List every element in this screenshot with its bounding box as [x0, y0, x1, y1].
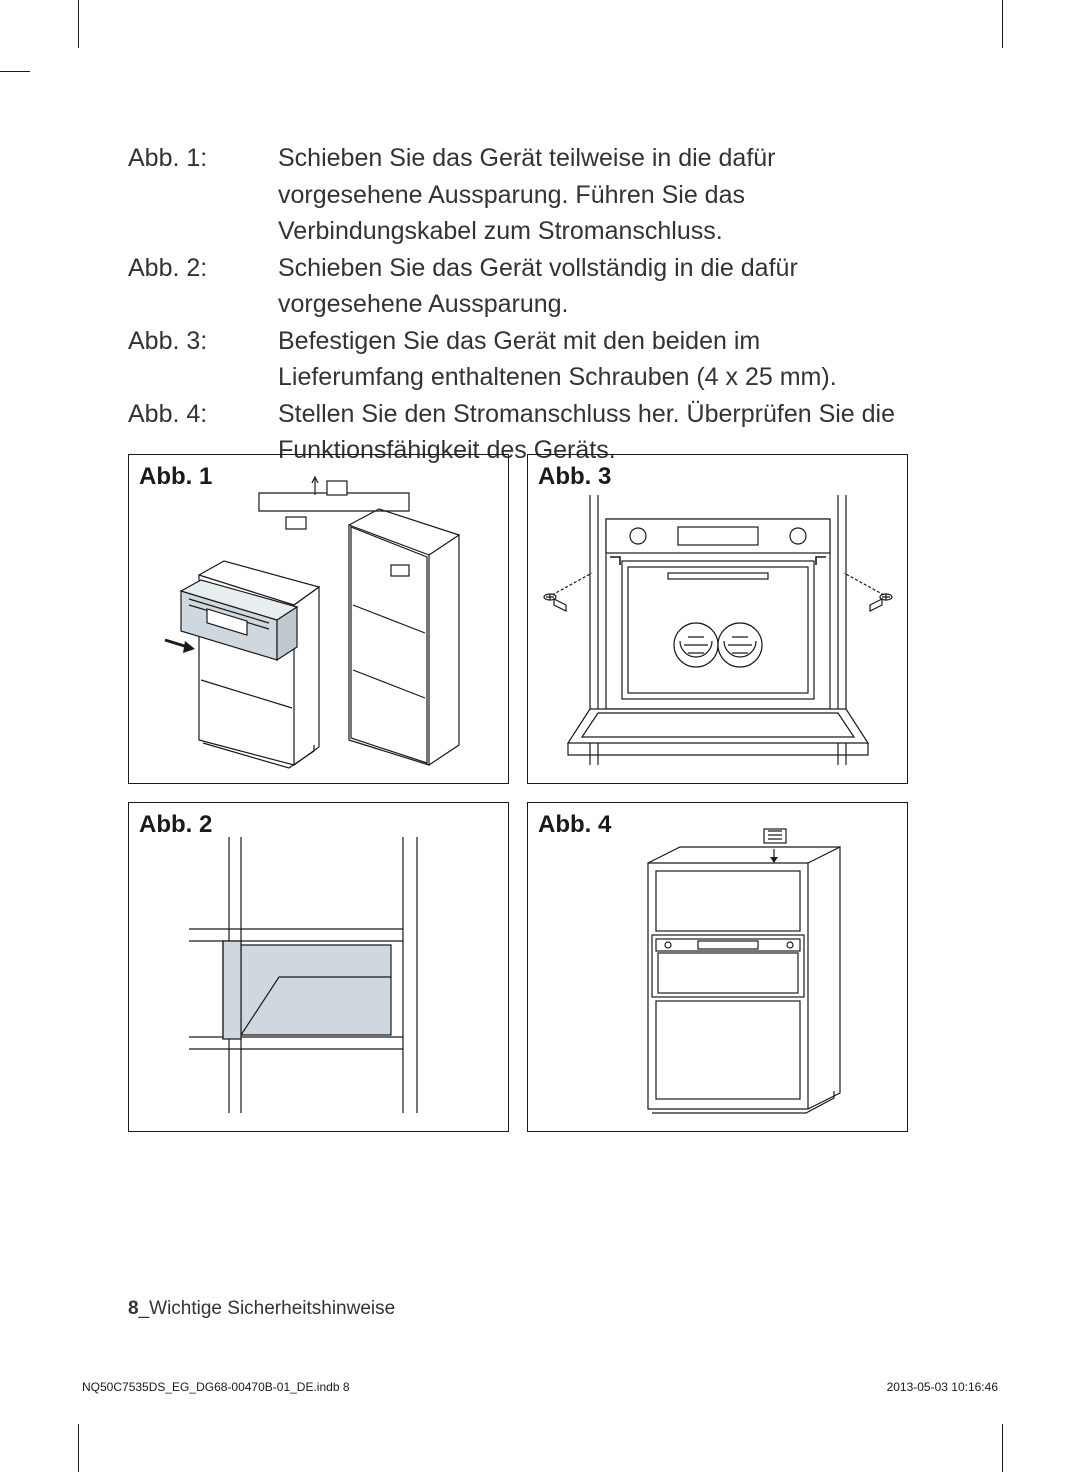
figure-grid: Abb. 1 [128, 454, 908, 1132]
figure-abb1: Abb. 1 [128, 454, 509, 784]
instruction-label: Abb. 2: [128, 250, 278, 323]
footer-section: _Wichtige Sicherheitshinweise [139, 1298, 396, 1319]
page-number: 8 [128, 1298, 139, 1319]
figure-abb2: Abb. 2 [128, 802, 509, 1132]
print-meta: NQ50C7535DS_EG_DG68-00470B-01_DE.indb 8 … [78, 1380, 1002, 1394]
crop-mark [78, 1424, 79, 1472]
figure-abb3: Abb. 3 [527, 454, 908, 784]
instruction-label: Abb. 1: [128, 140, 278, 250]
print-timestamp: 2013-05-03 10:16:46 [887, 1380, 998, 1394]
page: Abb. 1: Schieben Sie das Gerät teilweise… [78, 22, 1002, 1402]
print-filename: NQ50C7535DS_EG_DG68-00470B-01_DE.indb 8 [82, 1380, 350, 1394]
crop-mark [1002, 1424, 1003, 1472]
instruction-row: Abb. 2: Schieben Sie das Gerät vollständ… [128, 250, 908, 323]
page-footer: 8_Wichtige Sicherheitshinweise [128, 1298, 395, 1320]
figure-abb4: Abb. 4 [527, 802, 908, 1132]
instruction-text: Schieben Sie das Gerät teilweise in die … [278, 140, 908, 250]
instruction-text: Befestigen Sie das Gerät mit den beiden … [278, 323, 908, 396]
instruction-list: Abb. 1: Schieben Sie das Gerät teilweise… [128, 140, 908, 469]
crop-mark [1002, 0, 1003, 48]
instruction-label: Abb. 3: [128, 323, 278, 396]
abb2-diagram [129, 813, 509, 1133]
instruction-row: Abb. 3: Befestigen Sie das Gerät mit den… [128, 323, 908, 396]
crop-mark [0, 71, 30, 72]
instruction-text: Schieben Sie das Gerät vollständig in di… [278, 250, 908, 323]
instruction-row: Abb. 1: Schieben Sie das Gerät teilweise… [128, 140, 908, 250]
abb1-diagram [129, 465, 509, 785]
abb3-diagram [528, 465, 908, 785]
abb4-diagram [528, 813, 908, 1133]
